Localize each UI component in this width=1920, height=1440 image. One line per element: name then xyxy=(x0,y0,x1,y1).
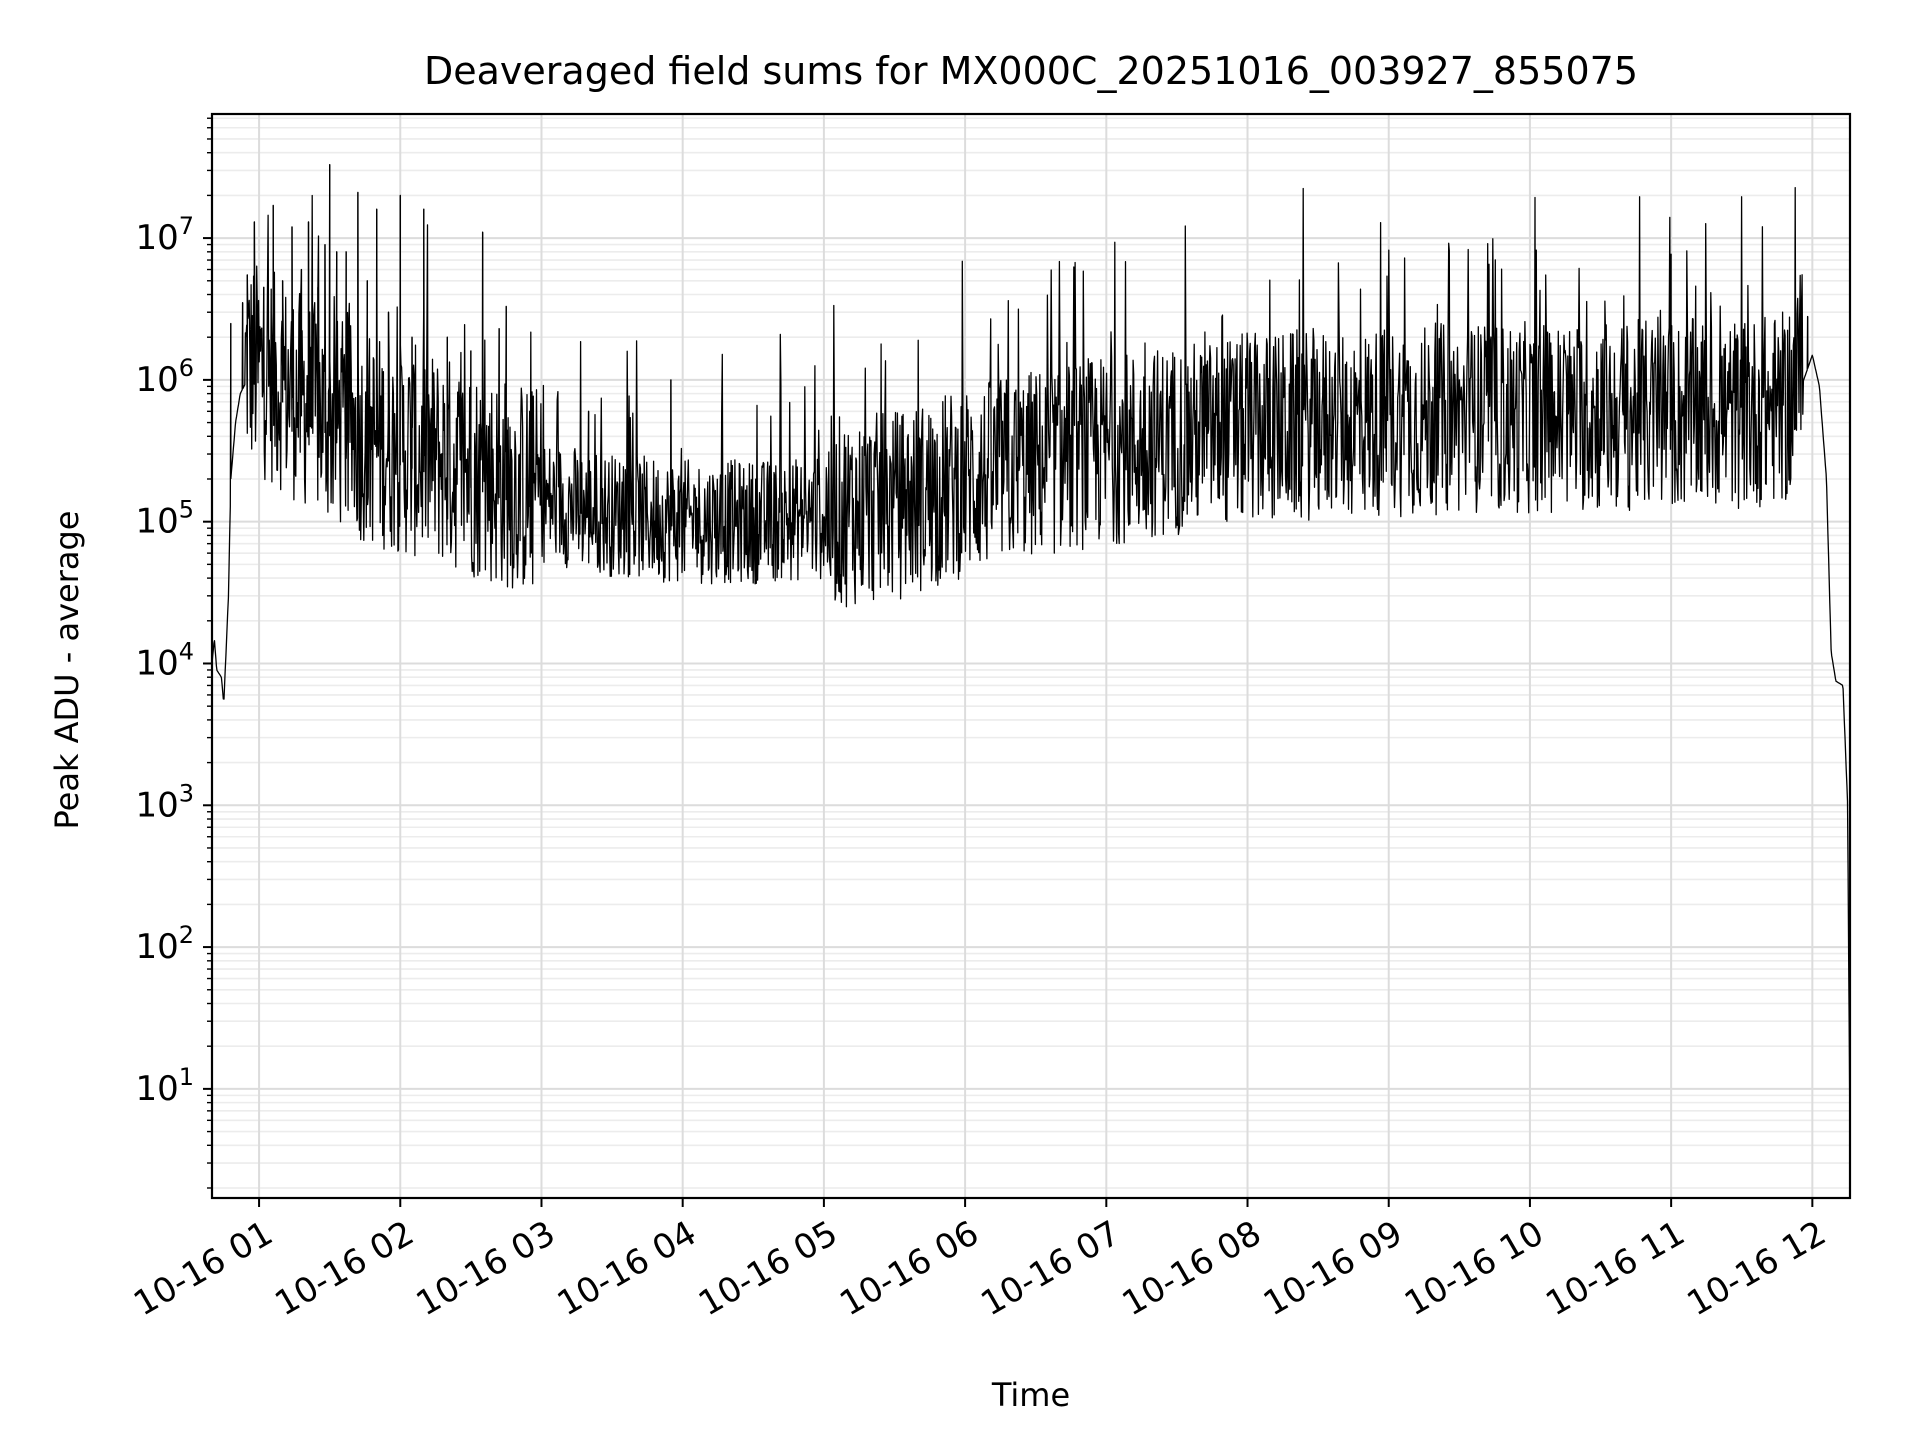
plot-frame xyxy=(210,112,1852,1200)
y-tick-label: 104 xyxy=(135,637,194,683)
y-axis: 101 102 103 104 105 106 107 xyxy=(135,117,212,1189)
series-line xyxy=(211,163,1851,1149)
y-tick-label: 103 xyxy=(135,779,194,825)
plot-series xyxy=(211,163,1851,1149)
y-tick-label: 105 xyxy=(135,496,194,542)
chart-title: Deaveraged field sums for MX000C_2025101… xyxy=(424,49,1638,93)
y-tick-label: 107 xyxy=(135,212,194,258)
y-axis-label: Peak ADU - average xyxy=(48,511,86,830)
x-axis-label: Time xyxy=(991,1376,1070,1414)
y-tick-label: 106 xyxy=(135,354,194,400)
y-tick-label: 101 xyxy=(135,1063,194,1109)
y-tick-label: 102 xyxy=(135,921,194,967)
